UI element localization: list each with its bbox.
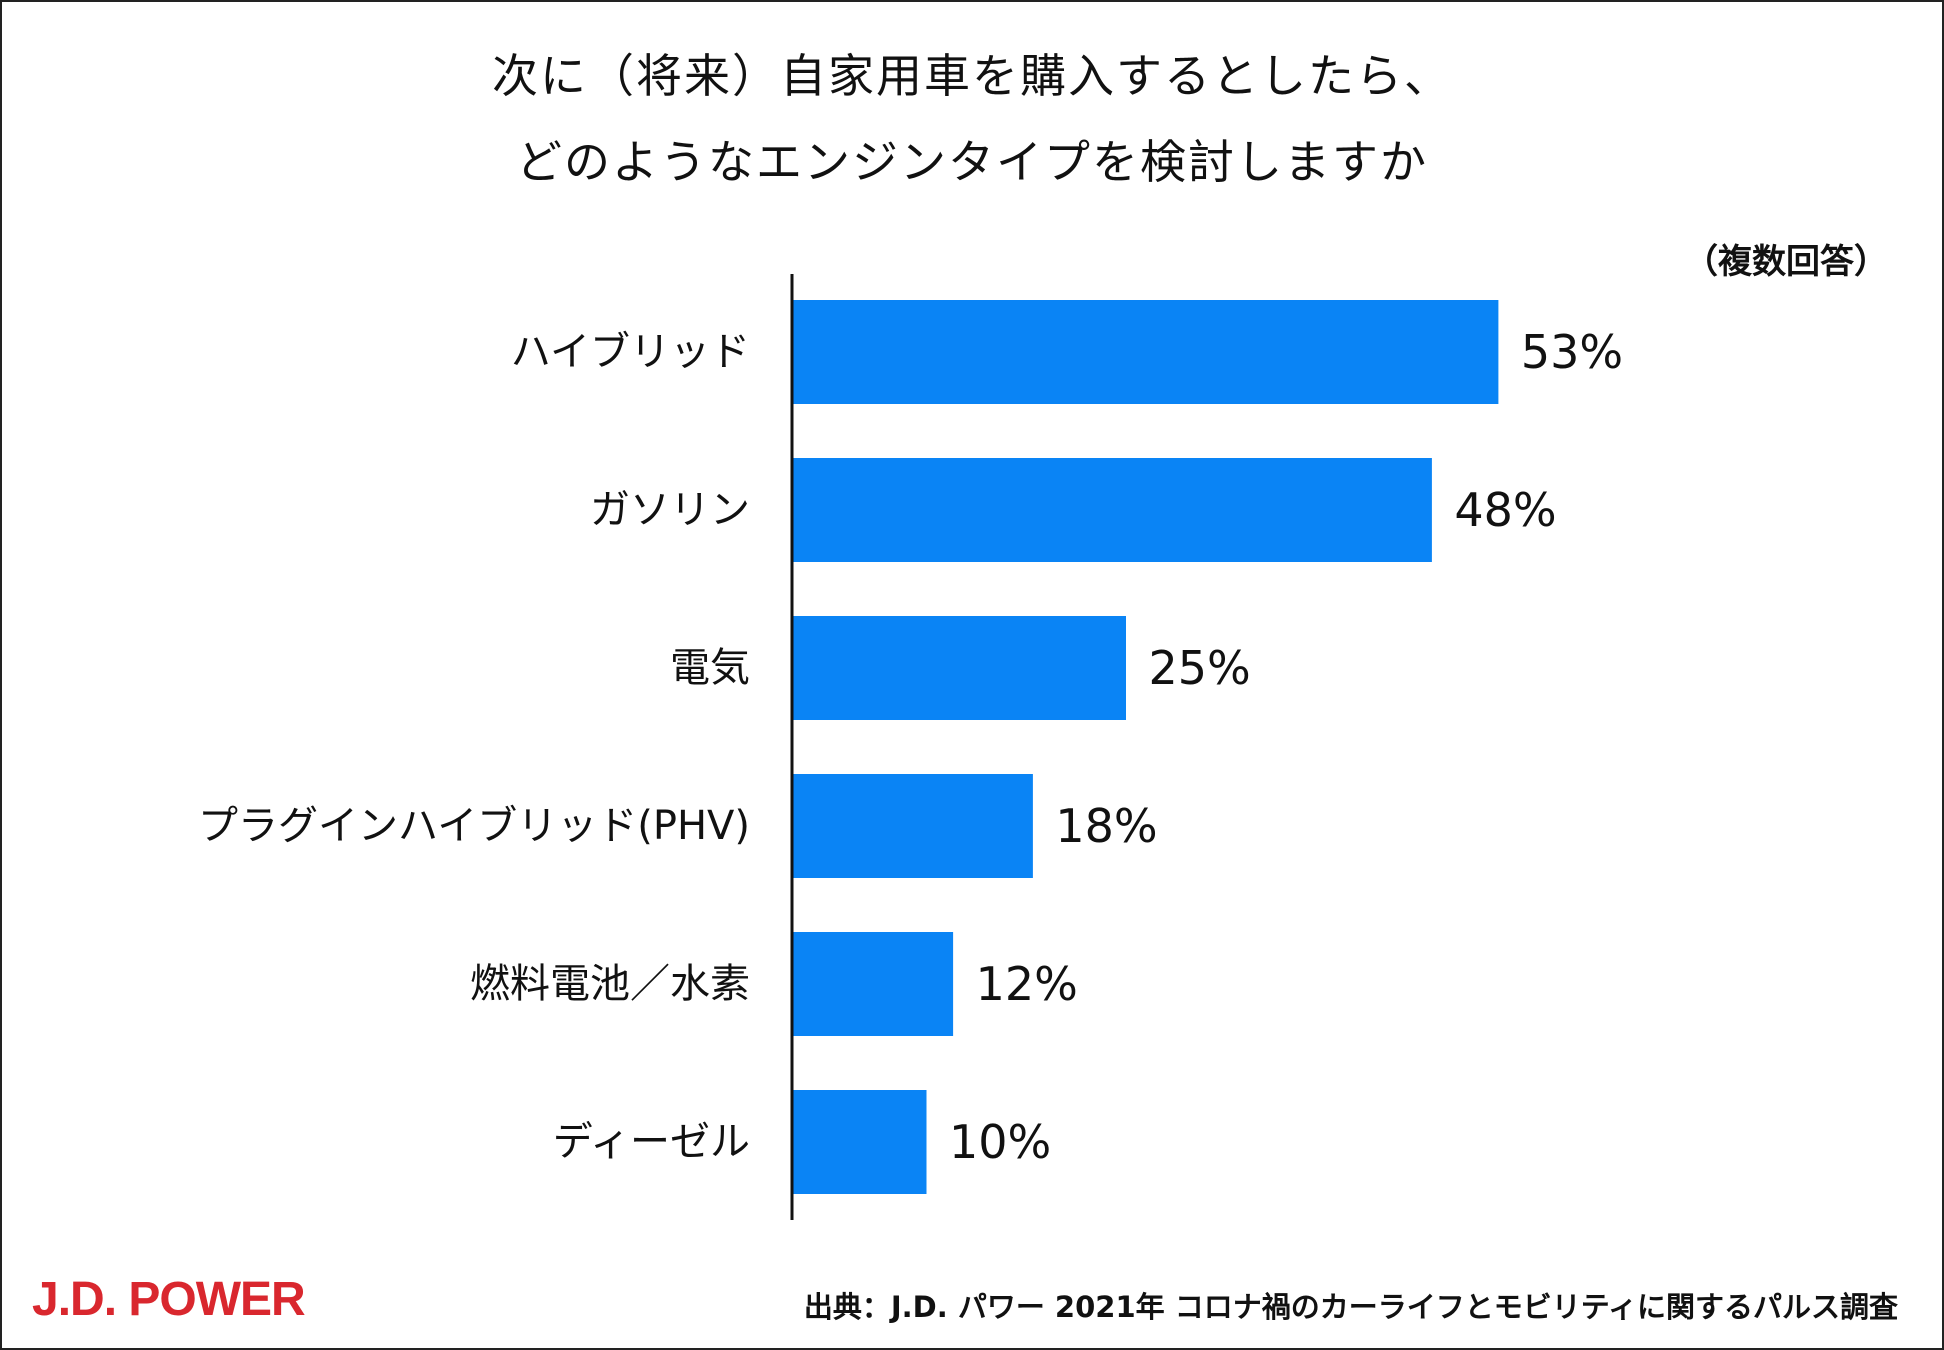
value-label: 18% [1055, 799, 1157, 853]
value-label: 12% [976, 957, 1078, 1011]
bar-5 [793, 1090, 927, 1194]
jd-power-logo: J.D. POWER [32, 1273, 306, 1326]
category-label: プラグインハイブリッド(PHV) [198, 803, 750, 849]
chart-title-line-1: 次に（将来）自家用車を購入するとしたら、 [492, 49, 1452, 103]
bar-2 [793, 616, 1126, 720]
value-label: 53% [1521, 325, 1623, 379]
category-label: ディーゼル [553, 1119, 750, 1165]
source-citation: 出典：J.D. パワー 2021年 コロナ禍のカーライフとモビリティに関するパル… [803, 1290, 1898, 1324]
multiple-answers-note: （複数回答） [1684, 242, 1888, 282]
bar-1 [793, 458, 1432, 562]
value-label: 48% [1454, 483, 1556, 537]
bar-4 [793, 932, 954, 1036]
bar-0 [793, 300, 1499, 404]
value-label: 25% [1149, 641, 1251, 695]
category-label: 電気 [670, 645, 750, 691]
bar-3 [793, 774, 1033, 878]
category-label: ハイブリッド [511, 329, 750, 375]
chart-title-line-2: どのようなエンジンタイプを検討しますか [516, 135, 1428, 189]
value-label: 10% [949, 1115, 1051, 1169]
category-label: ガソリン [590, 487, 750, 533]
bar-group: ハイブリッド 53% ガソリン 48% 電気 25% プラグインハイブリッド(PHV) 18%… [198, 300, 1623, 1194]
category-label: 燃料電池／水素 [470, 961, 750, 1007]
